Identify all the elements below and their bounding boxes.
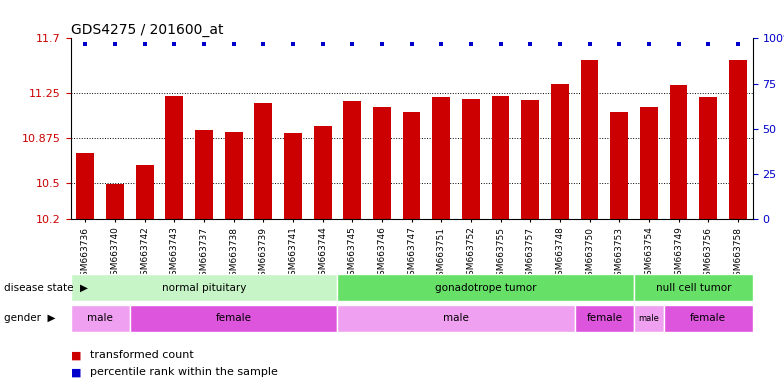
Point xyxy=(109,41,122,47)
Point xyxy=(376,41,388,47)
Point xyxy=(257,41,270,47)
Text: transformed count: transformed count xyxy=(90,350,194,360)
Point xyxy=(435,41,448,47)
Text: null cell tumor: null cell tumor xyxy=(655,283,731,293)
Point xyxy=(524,41,536,47)
Bar xyxy=(373,107,391,219)
Bar xyxy=(403,112,420,219)
Point xyxy=(287,41,299,47)
Text: ■: ■ xyxy=(71,350,81,360)
Point xyxy=(317,41,329,47)
Point xyxy=(731,41,744,47)
Bar xyxy=(225,132,242,219)
Bar xyxy=(462,99,480,219)
Bar xyxy=(640,107,658,219)
Text: percentile rank within the sample: percentile rank within the sample xyxy=(90,367,278,377)
Text: gonadotrope tumor: gonadotrope tumor xyxy=(435,283,536,293)
Point xyxy=(465,41,477,47)
Bar xyxy=(581,60,598,219)
Text: male: male xyxy=(87,313,113,323)
Text: gender  ▶: gender ▶ xyxy=(4,313,56,323)
Text: disease state  ▶: disease state ▶ xyxy=(4,283,88,293)
Point xyxy=(198,41,210,47)
Point xyxy=(227,41,240,47)
Point xyxy=(346,41,358,47)
Text: female: female xyxy=(690,313,726,323)
Bar xyxy=(255,103,272,219)
Point xyxy=(583,41,596,47)
Point xyxy=(613,41,626,47)
Bar xyxy=(551,84,568,219)
Bar xyxy=(77,153,94,219)
Text: male: male xyxy=(638,314,659,323)
Bar xyxy=(195,130,213,219)
Bar xyxy=(610,112,628,219)
Point xyxy=(139,41,151,47)
Point xyxy=(79,41,92,47)
Point xyxy=(672,41,684,47)
Bar xyxy=(106,184,124,219)
Text: female: female xyxy=(586,313,622,323)
Text: male: male xyxy=(443,313,469,323)
Text: GDS4275 / 201600_at: GDS4275 / 201600_at xyxy=(71,23,223,37)
Point xyxy=(702,41,714,47)
Bar xyxy=(165,96,183,219)
Point xyxy=(168,41,180,47)
Text: ■: ■ xyxy=(71,367,81,377)
Bar xyxy=(492,96,510,219)
Point xyxy=(643,41,655,47)
Text: normal pituitary: normal pituitary xyxy=(162,283,246,293)
Bar xyxy=(314,126,332,219)
Bar xyxy=(699,98,717,219)
Bar xyxy=(521,100,539,219)
Point xyxy=(554,41,566,47)
Bar xyxy=(343,101,361,219)
Bar xyxy=(432,98,450,219)
Bar xyxy=(670,85,688,219)
Bar xyxy=(136,165,154,219)
Point xyxy=(494,41,506,47)
Point xyxy=(405,41,418,47)
Bar xyxy=(284,134,302,219)
Bar xyxy=(729,60,746,219)
Text: female: female xyxy=(216,313,252,323)
